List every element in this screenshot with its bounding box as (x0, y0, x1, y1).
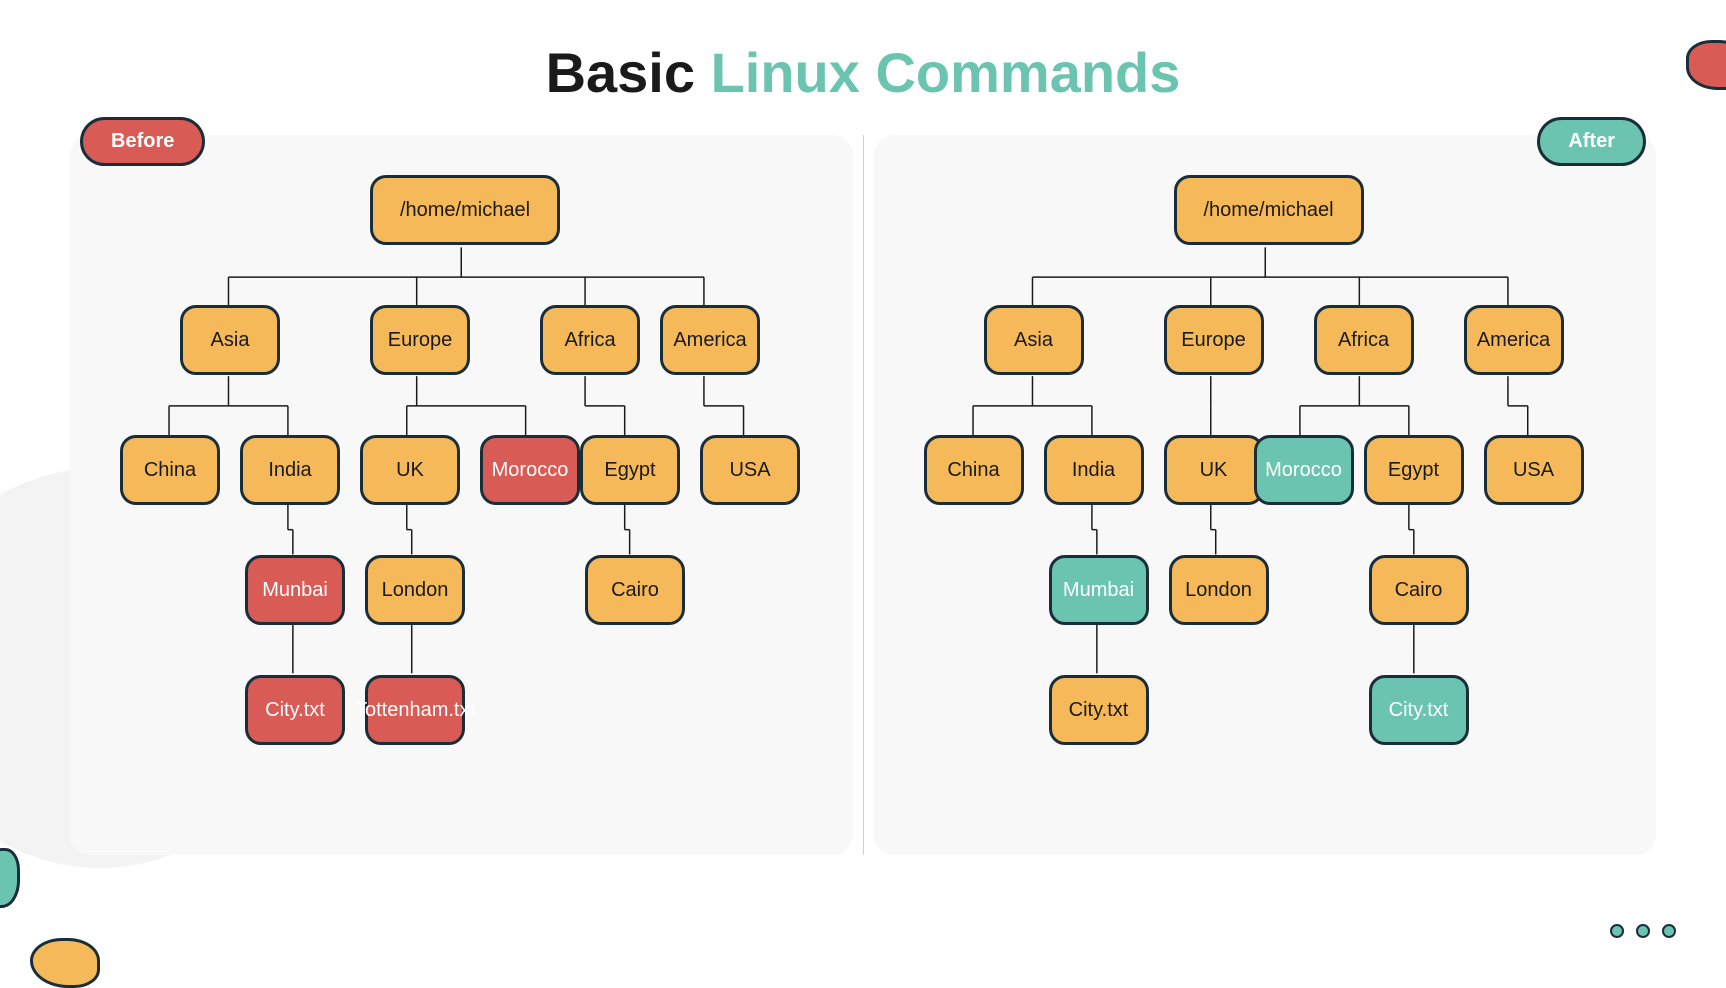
panels-container: Before /home/michael Asia Europe Africa Amer… (0, 105, 1726, 855)
node-root: /home/michael (370, 175, 560, 245)
before-tree: /home/michael Asia Europe Africa America Chin… (70, 135, 853, 855)
node-india: India (1044, 435, 1144, 505)
node-india: India (240, 435, 340, 505)
node-china: China (120, 435, 220, 505)
dot-3 (1662, 924, 1676, 938)
node-africa: Africa (1314, 305, 1414, 375)
node-uk: UK (360, 435, 460, 505)
node-city1: City.txt (1049, 675, 1149, 745)
page-title: Basic Linux Commands (0, 0, 1726, 105)
node-morocco: Morocco (480, 435, 580, 505)
node-egypt: Egypt (580, 435, 680, 505)
node-mumbai: Mumbai (1049, 555, 1149, 625)
decorative-blob-bottom-left-1 (0, 848, 20, 908)
node-cairo: Cairo (1369, 555, 1469, 625)
after-badge-label: After (1568, 130, 1615, 152)
node-africa: Africa (540, 305, 640, 375)
node-europe: Europe (1164, 305, 1264, 375)
node-munbai: Munbai (245, 555, 345, 625)
after-badge: After (1537, 117, 1646, 166)
node-uk: UK (1164, 435, 1264, 505)
node-asia: Asia (984, 305, 1084, 375)
node-tottenham: Tottenham.txt (365, 675, 465, 745)
node-london: London (1169, 555, 1269, 625)
node-usa: USA (700, 435, 800, 505)
node-america: America (660, 305, 760, 375)
dot-1 (1610, 924, 1624, 938)
title-part1: Basic (546, 41, 695, 104)
node-america: America (1464, 305, 1564, 375)
node-usa: USA (1484, 435, 1584, 505)
after-panel: After /home/michaelAsiaEuropeAfricaAmeri… (874, 135, 1657, 855)
node-egypt: Egypt (1364, 435, 1464, 505)
before-badge-label: Before (111, 130, 174, 152)
node-city: City.txt (245, 675, 345, 745)
node-cairo: Cairo (585, 555, 685, 625)
vertical-divider (863, 135, 864, 855)
node-europe: Europe (370, 305, 470, 375)
before-panel: Before /home/michaelAsiaEuropeAfricaAmer… (70, 135, 853, 855)
title-part2: Linux Commands (711, 41, 1181, 104)
node-asia: Asia (180, 305, 280, 375)
pagination-dots (1610, 924, 1676, 938)
node-morocco: Morocco (1254, 435, 1354, 505)
after-tree: /home/michael Asia Europe Africa America Chin… (874, 135, 1657, 855)
node-root: /home/michael (1174, 175, 1364, 245)
node-london: London (365, 555, 465, 625)
node-china: China (924, 435, 1024, 505)
node-city2: City.txt (1369, 675, 1469, 745)
dot-2 (1636, 924, 1650, 938)
before-badge: Before (80, 117, 205, 166)
decorative-blob-bottom-left-2 (30, 938, 100, 988)
